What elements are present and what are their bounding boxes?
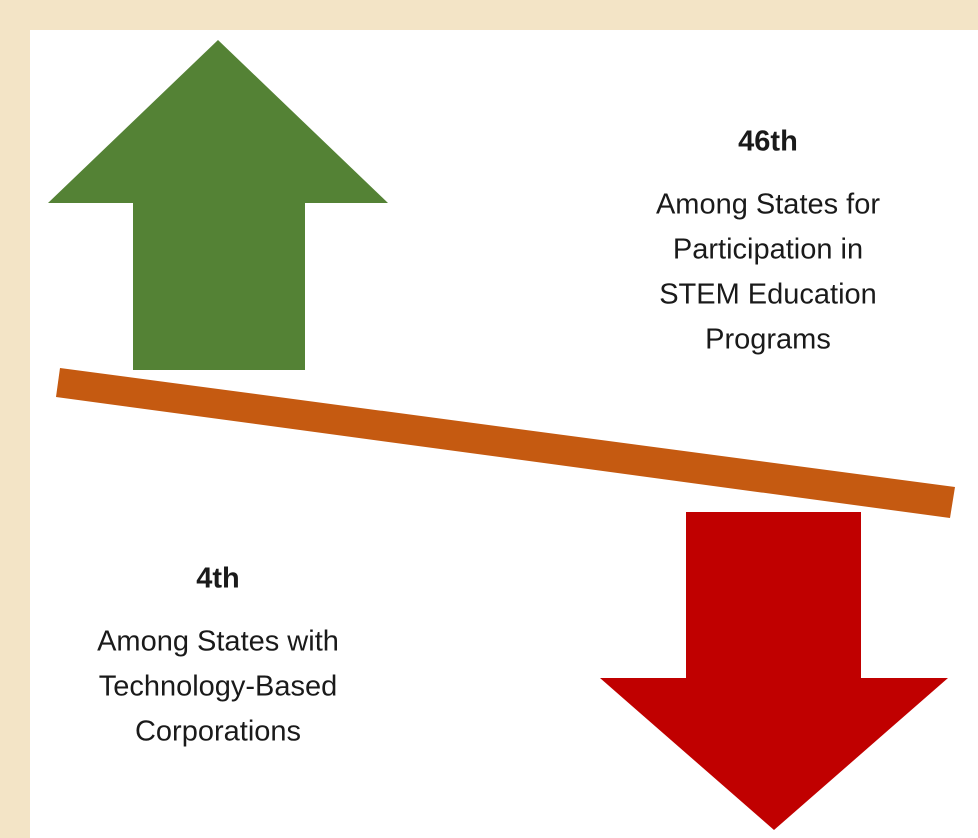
description-line: Corporations	[135, 716, 301, 748]
description-line: Technology-Based	[99, 671, 338, 703]
description-line: STEM Education	[659, 279, 877, 311]
top-rank: 46th	[738, 126, 798, 158]
down-arrow	[600, 512, 948, 830]
bottom-rank: 4th	[196, 563, 240, 595]
seesaw-bar	[56, 368, 955, 518]
description-line: Participation in	[673, 234, 863, 266]
description-line: Among States for	[656, 189, 880, 221]
up-arrow	[48, 40, 388, 370]
description-line: Among States with	[97, 626, 339, 658]
description-line: Programs	[705, 324, 831, 356]
